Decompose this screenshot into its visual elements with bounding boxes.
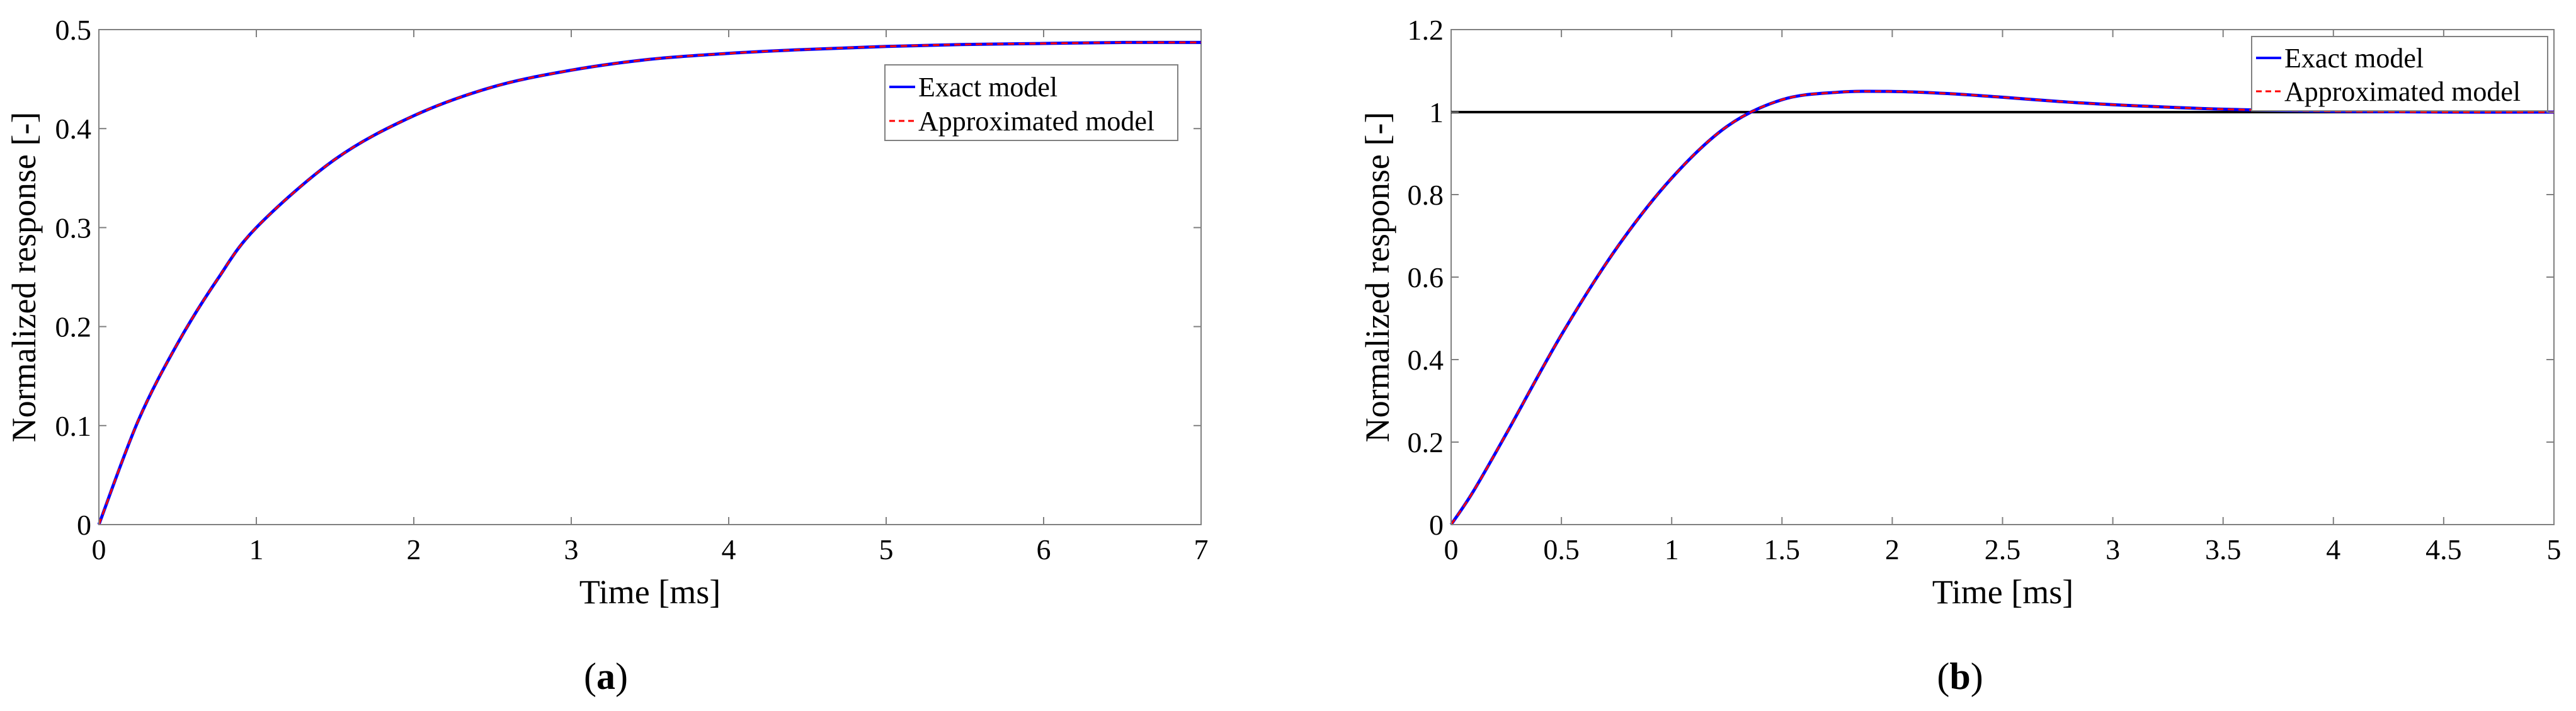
x-tick-label: 1 (1665, 533, 1679, 566)
x-tick-label: 4 (722, 533, 736, 566)
legend-box-b (2251, 36, 2548, 111)
y-tick-label: 1.2 (1408, 14, 1444, 46)
x-tick-label: 4 (2326, 533, 2340, 566)
y-ticks-b: 0 0.2 0.4 0.6 0.8 1 1.2 (1408, 14, 2554, 541)
y-axis-label-a: Normalized response [-] (5, 112, 43, 443)
y-tick-label: 0.4 (55, 113, 92, 145)
y-tick-label: 0.6 (1408, 261, 1444, 293)
x-tick-label: 0.5 (1543, 533, 1580, 566)
y-tick-label: 0.2 (55, 311, 92, 343)
x-axis-label-a: Time [ms] (579, 573, 721, 611)
x-tick-label: 5 (2547, 533, 2562, 566)
legend-box-a (884, 64, 1178, 141)
x-ticks-a: 0 1 2 3 4 5 6 7 (92, 30, 1209, 566)
legend-label-approx-b: Approximated model (2284, 76, 2521, 107)
x-tick-label: 2 (1885, 533, 1900, 566)
legend-b: Exact model Approximated model (2251, 36, 2548, 111)
x-tick-label: 3 (2106, 533, 2120, 566)
x-tick-label: 6 (1037, 533, 1051, 566)
x-tick-label: 3.5 (2205, 533, 2242, 566)
x-tick-label: 2 (407, 533, 421, 566)
x-tick-label: 4.5 (2425, 533, 2462, 566)
y-tick-label: 0.1 (55, 410, 92, 442)
panel-label-a: (a) (584, 656, 628, 697)
legend-label-exact-b: Exact model (2284, 43, 2424, 74)
y-tick-label: 0.4 (1408, 344, 1444, 376)
x-axis-label-b: Time [ms] (1932, 573, 2074, 611)
y-tick-label: 1 (1429, 96, 1444, 128)
legend-label-exact-a: Exact model (918, 72, 1057, 103)
chart-panel-b: 0 0.5 1 1.5 2 2.5 3 3.5 4 4.5 5 00.20.40.60.811.2 … (1359, 14, 2562, 697)
x-tick-label: 0 (92, 533, 106, 566)
series-line-approximated-model (98, 41, 1202, 525)
x-tick-label: 3 (564, 533, 579, 566)
panel-label-b: (b) (1937, 656, 1983, 697)
x-ticks-b: 0 0.5 1 1.5 2 2.5 3 3.5 4 4.5 5 (1444, 30, 2562, 566)
x-tick-label: 2.5 (1985, 533, 2021, 566)
y-tick-label: 0.5 (55, 14, 92, 46)
x-tick-label: 1 (249, 533, 264, 566)
x-tick-label: 1.5 (1764, 533, 1801, 566)
y-tick-label: 0 (1429, 509, 1444, 541)
y-tick-label: 0.3 (55, 212, 92, 244)
y-axis-label-b: Normalized response [-] (1359, 112, 1396, 443)
y-tick-label: 0.8 (1408, 179, 1444, 211)
y-tick-label: 0.2 (1408, 426, 1444, 458)
chart-panel-a: 0 1 2 3 4 5 6 7 0 0.1 0.2 0.3 0.4 0.5 Time [ms] Norm… (5, 14, 1209, 697)
x-tick-label: 7 (1194, 533, 1209, 566)
y-ticks-a: 0 0.1 0.2 0.3 0.4 0.5 (55, 14, 1201, 541)
x-tick-label: 5 (879, 533, 894, 566)
series-layer-a (97, 40, 1202, 525)
y-tick-label: 0 (77, 509, 91, 541)
x-tick-label: 0 (1444, 533, 1459, 566)
legend-label-approx-a: Approximated model (918, 106, 1154, 137)
legend-a: Exact model Approximated model (884, 64, 1178, 141)
